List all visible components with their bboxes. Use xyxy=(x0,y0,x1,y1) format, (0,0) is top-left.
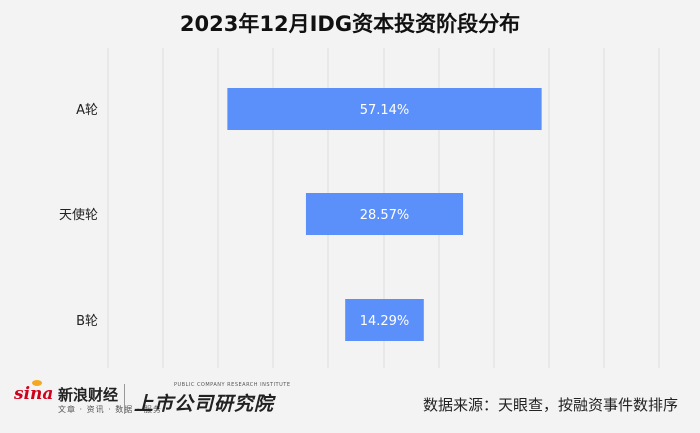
data-source: 数据来源：天眼查，按融资事件数排序 xyxy=(422,396,678,414)
logo-area: sina 新浪财经 文章 · 资讯 · 数据 · 服务 PUBLIC COMPA… xyxy=(14,380,290,420)
institute-logo: 上市公司研究院 xyxy=(134,393,275,415)
category-label: 天使轮 xyxy=(59,207,98,223)
institute-english-name: PUBLIC COMPANY RESEARCH INSTITUTE xyxy=(174,382,291,388)
bar-1 xyxy=(305,193,464,235)
bar-value-label: 57.14% xyxy=(360,103,410,118)
sina-eye-icon xyxy=(32,380,42,386)
bar-value-label: 28.57% xyxy=(360,208,410,223)
bar-0 xyxy=(227,88,542,130)
logo-divider xyxy=(124,384,125,414)
funnel-chart: 57.14% A轮 28.57% 天使轮 14.29% B轮 xyxy=(59,48,660,368)
sina-finance-name: 新浪财经 xyxy=(58,386,119,404)
chart-title: 2023年12月IDG资本投资阶段分布 xyxy=(179,12,521,36)
sina-logo: sina xyxy=(14,384,54,404)
bar-2 xyxy=(345,299,424,341)
bar-value-label: 14.29% xyxy=(360,314,410,329)
category-label: A轮 xyxy=(76,103,98,118)
category-label: B轮 xyxy=(76,314,98,329)
sina-finance-subtitle: 文章 · 资讯 · 数据 · 服务 xyxy=(58,405,162,414)
